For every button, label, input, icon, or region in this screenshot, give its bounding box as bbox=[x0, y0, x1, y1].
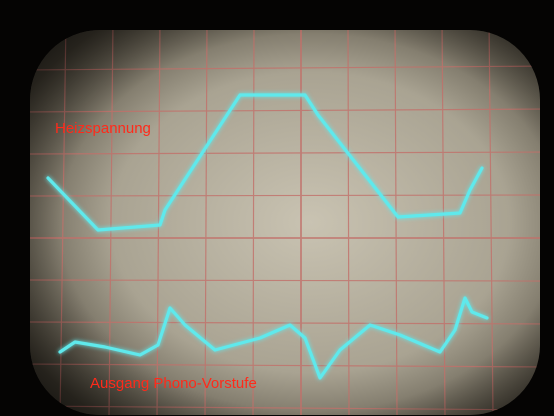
trace-label: Ausgang Phono-Vorstufe bbox=[90, 375, 257, 392]
oscilloscope-photo: Heizspannung Ausgang Phono-Vorstufe bbox=[0, 0, 554, 416]
trace-label: Heizspannung bbox=[55, 120, 151, 137]
screen-vignette bbox=[30, 30, 540, 415]
